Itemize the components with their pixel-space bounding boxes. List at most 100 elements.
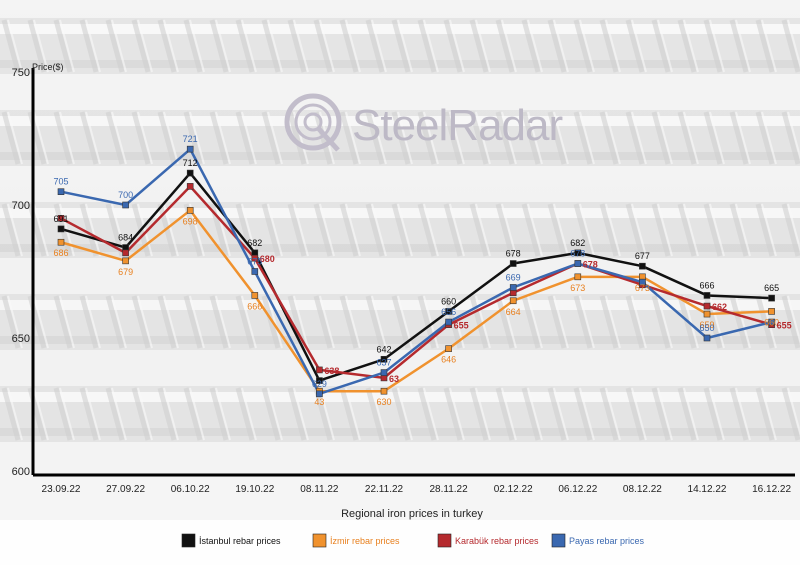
series-line-2: [60, 185, 772, 380]
data-point: [57, 225, 65, 233]
data-label: 673: [635, 283, 650, 293]
data-point: [186, 207, 194, 214]
data-point: [445, 318, 452, 326]
x-tick-label: 16.12.22: [752, 484, 791, 495]
data-label: 684: [118, 233, 133, 243]
data-label: 630: [376, 397, 391, 407]
data-label: 646: [441, 355, 456, 365]
series-line-0: [60, 171, 772, 382]
y-axis-title: Price($): [32, 62, 64, 72]
series-line-3: [60, 147, 772, 396]
data-label: 659: [699, 320, 714, 330]
data-label: 700: [118, 190, 133, 200]
y-tick-label: 750: [12, 67, 30, 79]
data-label: 655: [454, 321, 469, 331]
y-tick-label: 600: [12, 466, 30, 478]
data-label: 705: [53, 177, 68, 187]
data-point: [445, 345, 452, 352]
y-tick-label: 650: [12, 333, 30, 345]
data-label: 712: [183, 158, 198, 168]
data-label: 662: [712, 302, 727, 312]
legend-label: İzmir rebar prices: [330, 536, 400, 546]
data-point: [703, 310, 711, 318]
legend-item-2: Karabük rebar prices: [437, 533, 539, 548]
x-tick-label: 22.11.22: [365, 484, 404, 495]
legend-swatch: [312, 533, 327, 548]
y-tick-label: 700: [12, 200, 30, 212]
data-label: 43: [314, 397, 324, 407]
data-label: 682: [570, 238, 585, 248]
legend-swatch: [551, 533, 566, 548]
data-point: [703, 334, 711, 342]
data-point: [380, 387, 388, 395]
legend-item-0: İstanbul rebar prices: [181, 533, 281, 548]
legend: İstanbul rebar prices İzmir rebar prices K…: [181, 533, 645, 548]
data-label: 669: [506, 272, 521, 282]
data-label: 675: [247, 257, 262, 267]
data-label: 666: [247, 301, 262, 311]
data-label: 691: [53, 214, 68, 224]
data-label: 698: [183, 216, 198, 226]
data-label: 650: [699, 323, 714, 333]
data-label: 660: [441, 296, 456, 306]
data-point: [639, 262, 646, 270]
data-point: [703, 292, 711, 299]
axes: [31, 68, 795, 477]
data-label: 673: [570, 283, 585, 293]
x-tick-label: 06.10.22: [171, 484, 210, 495]
watermark: SteelRadar: [284, 93, 563, 152]
data-point: [186, 183, 194, 190]
data-label: 686: [53, 248, 68, 258]
data-label: 655: [777, 321, 792, 331]
data-label: 678: [506, 249, 521, 259]
legend-label: Payas rebar prices: [569, 536, 645, 546]
x-tick-label: 27.09.22: [106, 484, 145, 495]
series-layer: [57, 145, 775, 398]
legend-swatch: [437, 533, 452, 548]
x-axis-ticks: 23.09.22 27.09.22 06.10.22 19.10.22 08.11.22…: [42, 484, 792, 495]
legend-label: Karabük rebar prices: [455, 536, 539, 546]
data-label: 63: [389, 374, 399, 384]
legend-label: İstanbul rebar prices: [199, 536, 281, 546]
data-point: [509, 260, 517, 267]
x-tick-label: 02.12.22: [494, 484, 533, 495]
data-point: [445, 308, 452, 315]
data-label: 638: [324, 366, 339, 376]
data-point: [186, 169, 194, 177]
data-point: [57, 188, 65, 195]
data-point: [768, 294, 775, 302]
data-point: [380, 369, 388, 376]
legend-item-3: Payas rebar prices: [551, 533, 645, 548]
data-point: [768, 308, 775, 315]
data-label: 666: [699, 280, 714, 290]
data-label: 679: [118, 267, 133, 277]
data-label: 682: [247, 238, 262, 248]
data-point: [57, 215, 65, 222]
data-point: [316, 390, 323, 398]
data-point: [768, 318, 775, 326]
legend-swatch: [181, 533, 196, 548]
watermark-text: SteelRadar: [352, 101, 562, 150]
x-tick-label: 28.11.22: [430, 484, 469, 495]
x-tick-label: 19.10.22: [235, 484, 274, 495]
data-label: 664: [506, 307, 521, 317]
data-label: 656: [441, 307, 456, 317]
data-point: [122, 201, 129, 209]
y-axis-ticks: 600 650 700 750: [12, 67, 30, 478]
data-point: [251, 254, 259, 262]
steelradar-logo-icon: [284, 93, 342, 152]
data-point: [703, 302, 711, 310]
legend-item-1: İzmir rebar prices: [312, 533, 400, 548]
data-point: [57, 238, 65, 246]
x-tick-label: 08.11.22: [300, 484, 339, 495]
data-point: [380, 355, 388, 363]
data-point: [251, 292, 259, 299]
data-point: [574, 249, 582, 257]
data-point: [509, 297, 517, 305]
data-point: [122, 257, 129, 265]
data-label: 642: [376, 344, 391, 354]
data-label: 721: [183, 134, 198, 144]
data-point: [509, 284, 517, 291]
